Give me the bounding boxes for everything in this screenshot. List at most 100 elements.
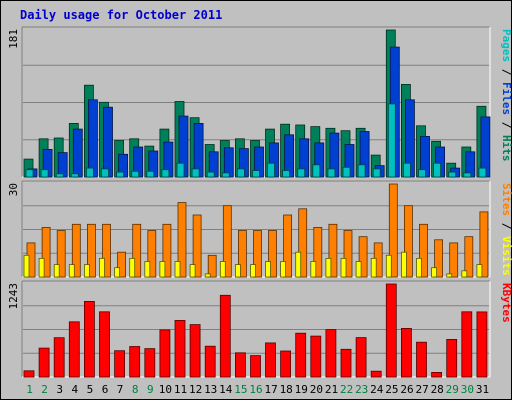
- visitors-bar-visits: [370, 257, 377, 278]
- visitors-bar-visits: [204, 273, 211, 278]
- x-tick-label: 17: [264, 383, 277, 396]
- requests-bar-pages: [327, 168, 336, 178]
- visitors-bar-visits: [23, 254, 30, 278]
- x-tick-label: 22: [340, 383, 353, 396]
- visitors-bar-sites: [328, 223, 338, 278]
- x-tick-label: 15: [234, 383, 247, 396]
- visitors-bar-sites: [71, 223, 81, 278]
- requests-bar-pages: [161, 169, 170, 178]
- legend-files: Files: [500, 82, 512, 115]
- kbytes-bar-kbytes: [68, 321, 80, 378]
- visitors-legend: Sites / Visits: [500, 183, 512, 276]
- x-tick-label: 3: [56, 383, 63, 396]
- requests-bar-pages: [131, 170, 140, 178]
- visitors-bar-visits: [189, 264, 196, 278]
- visitors-bar-sites: [449, 242, 459, 278]
- x-tick-label: 23: [355, 383, 368, 396]
- requests-bar-pages: [387, 103, 396, 178]
- visitors-bar-sites: [162, 223, 172, 278]
- kbytes-bar-kbytes: [446, 338, 458, 378]
- x-tick-label: 11: [174, 383, 187, 396]
- visitors-bar-visits: [68, 264, 75, 278]
- x-tick-label: 9: [147, 383, 154, 396]
- requests-bar-pages: [236, 168, 245, 178]
- kbytes-bar-kbytes: [114, 350, 125, 378]
- requests-bar-pages: [402, 162, 411, 178]
- visitors-bar-sites: [177, 202, 187, 278]
- kbytes-bar-kbytes: [280, 350, 292, 378]
- kbytes-bar-kbytes: [385, 283, 397, 378]
- x-tick-label: 5: [87, 383, 94, 396]
- kbytes-bar-kbytes: [204, 345, 216, 378]
- x-tick-label: 10: [159, 383, 172, 396]
- visitors-bar-sites: [222, 205, 232, 278]
- visitors-bar-visits: [400, 251, 407, 278]
- requests-bar-pages: [463, 172, 472, 178]
- visitors-bar-sites: [102, 223, 111, 278]
- x-tick-label: 31: [476, 383, 489, 396]
- kbytes-bar-kbytes: [53, 337, 65, 378]
- requests-bar-files: [57, 152, 68, 178]
- kbytes-bar-kbytes: [325, 329, 337, 378]
- visitors-bar-sites: [403, 205, 413, 278]
- legend-hits: Hits: [500, 135, 512, 162]
- kbytes-ymax-label: 1243: [7, 283, 20, 310]
- x-tick-label: 2: [41, 383, 48, 396]
- requests-bar-pages: [116, 171, 124, 178]
- legend-separator: /: [500, 216, 512, 236]
- requests-bar-pages: [25, 169, 34, 178]
- requests-bar-pages: [448, 171, 457, 178]
- x-tick-label: 30: [461, 383, 474, 396]
- requests-bar-files: [103, 106, 113, 178]
- visitors-bar-sites: [434, 239, 444, 278]
- x-tick-label: 18: [280, 383, 293, 396]
- visitors-bar-visits: [310, 261, 317, 278]
- x-tick-label: 16: [249, 383, 262, 396]
- x-tick-label: 25: [385, 383, 398, 396]
- visitors-bar-sites: [283, 214, 293, 278]
- visitors-bar-visits: [446, 273, 453, 278]
- requests-bar-pages: [146, 170, 155, 178]
- chart-title: Daily usage for October 2011: [20, 8, 223, 22]
- requests-bar-pages: [357, 164, 366, 178]
- kbytes-bar-kbytes: [310, 335, 322, 378]
- requests-bar-pages: [40, 169, 49, 178]
- kbytes-bar-kbytes: [340, 348, 352, 378]
- requests-bar-pages: [176, 162, 185, 178]
- requests-ymax-label: 181: [7, 29, 20, 49]
- visitors-bar-visits: [234, 264, 241, 278]
- visitors-bar-visits: [385, 254, 392, 278]
- visitors-bar-sites: [298, 208, 308, 278]
- visitors-bar-sites: [192, 214, 202, 278]
- x-tick-label: 24: [370, 383, 384, 396]
- kbytes-bar-kbytes: [416, 341, 427, 378]
- legend-kbytes: KBytes: [500, 283, 512, 323]
- x-tick-label: 26: [400, 383, 413, 396]
- kbytes-bar-kbytes: [234, 352, 246, 378]
- visitors-bar-visits: [416, 257, 422, 278]
- requests-bar-pages: [342, 166, 351, 178]
- visitors-bar-visits: [144, 261, 151, 278]
- kbytes-bar-kbytes: [38, 347, 50, 378]
- requests-bar-pages: [433, 162, 442, 178]
- requests-bar-pages: [478, 167, 487, 178]
- kbytes-bar-kbytes: [174, 319, 186, 378]
- visitors-bar-sites: [479, 211, 489, 278]
- visitors-bar-visits: [114, 267, 120, 278]
- x-tick-label: 19: [295, 383, 308, 396]
- visitors-bar-visits: [174, 261, 181, 278]
- kbytes-bar-kbytes: [99, 311, 110, 378]
- kbytes-bar-kbytes: [400, 327, 412, 378]
- visitors-bar-sites: [207, 254, 217, 278]
- visitors-bar-visits: [461, 270, 468, 278]
- requests-bar-pages: [252, 170, 260, 178]
- x-tick-label: 13: [204, 383, 217, 396]
- visitors-bar-sites: [343, 230, 353, 278]
- kbytes-bar-kbytes: [84, 300, 95, 378]
- visitors-bar-sites: [388, 183, 398, 278]
- requests-bar-pages: [191, 168, 200, 178]
- visitors-bar-sites: [464, 236, 474, 278]
- kbytes-bar-kbytes: [189, 324, 201, 378]
- visitors-bar-visits: [219, 261, 226, 278]
- requests-bar-pages: [101, 168, 109, 178]
